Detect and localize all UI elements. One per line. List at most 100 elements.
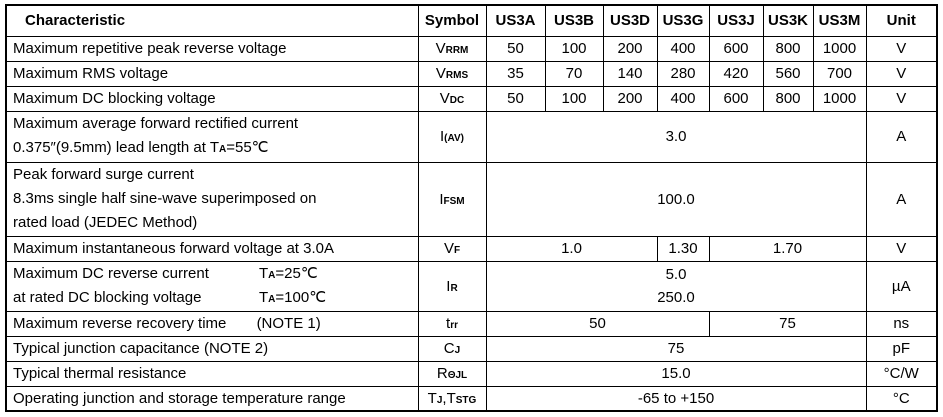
header-symbol: Symbol bbox=[417, 4, 487, 37]
row-vdc: Maximum DC blocking voltage VDC 50 100 2… bbox=[5, 85, 938, 112]
characteristic-cell: Maximum DC reverse current TA=25℃ at rat… bbox=[5, 260, 419, 312]
row-iav: Maximum average forward rectified curren… bbox=[5, 110, 938, 163]
value-cell: 1.30 bbox=[656, 235, 710, 262]
value-cell: 35 bbox=[485, 60, 546, 87]
unit-cell: V bbox=[865, 85, 938, 112]
value-line: 250.0 bbox=[657, 289, 695, 306]
value-cell: 15.0 bbox=[485, 360, 867, 387]
symbol-cell: CJ bbox=[417, 335, 487, 362]
value-cell: 1.70 bbox=[708, 235, 867, 262]
value-cell: 50 bbox=[485, 35, 546, 62]
symbol-cell: trr bbox=[417, 310, 487, 337]
value-cell: 560 bbox=[762, 60, 814, 87]
unit-cell: V bbox=[865, 60, 938, 87]
value-cell: 1000 bbox=[812, 35, 867, 62]
header-characteristic: Characteristic bbox=[5, 4, 419, 37]
symbol-cell: I(AV) bbox=[417, 110, 487, 163]
value-cell: 100.0 bbox=[485, 161, 867, 237]
characteristic-line: at rated DC blocking voltage TA=100℃ bbox=[13, 286, 417, 310]
characteristic-line: 0.375″(9.5mm) lead length at TA=55℃ bbox=[13, 138, 269, 156]
characteristic-cell: Maximum instantaneous forward voltage at… bbox=[5, 235, 419, 262]
unit-cell: °C/W bbox=[865, 360, 938, 387]
characteristic-text: Maximum reverse recovery time bbox=[13, 315, 227, 332]
header-unit: Unit bbox=[865, 4, 938, 37]
header-part-us3k: US3K bbox=[762, 4, 814, 37]
characteristic-cell: Peak forward surge current 8.3ms single … bbox=[5, 161, 419, 237]
row-vrms: Maximum RMS voltage VRMS 35 70 140 280 4… bbox=[5, 60, 938, 87]
value-cell: 420 bbox=[708, 60, 764, 87]
value-cell: 100 bbox=[544, 35, 604, 62]
characteristic-cell: Maximum repetitive peak reverse voltage bbox=[5, 35, 419, 62]
value-cell: 700 bbox=[812, 60, 867, 87]
header-part-us3a: US3A bbox=[485, 4, 546, 37]
row-tjtstg: Operating junction and storage temperatu… bbox=[5, 385, 938, 412]
value-cell: 800 bbox=[762, 35, 814, 62]
value-cell: 50 bbox=[485, 310, 710, 337]
symbol-cell: VRRM bbox=[417, 35, 487, 62]
unit-cell: V bbox=[865, 35, 938, 62]
header-row: Characteristic Symbol US3A US3B US3D US3… bbox=[5, 4, 938, 37]
characteristic-text: Maximum DC reverse current bbox=[13, 265, 209, 282]
symbol-cell: VDC bbox=[417, 85, 487, 112]
unit-cell: A bbox=[865, 161, 938, 237]
unit-cell: V bbox=[865, 235, 938, 262]
characteristic-cell: Operating junction and storage temperatu… bbox=[5, 385, 419, 412]
symbol-cell: IR bbox=[417, 260, 487, 312]
value-cell: 280 bbox=[656, 60, 710, 87]
value-cell: 800 bbox=[762, 85, 814, 112]
unit-cell: A bbox=[865, 110, 938, 163]
value-stack: 5.0 250.0 bbox=[487, 263, 865, 309]
header-part-us3b: US3B bbox=[544, 4, 604, 37]
header-part-us3m: US3M bbox=[812, 4, 867, 37]
row-rthjl: Typical thermal resistance RΘJL 15.0 °C/… bbox=[5, 360, 938, 387]
value-cell: 400 bbox=[656, 35, 710, 62]
value-cell: 5.0 250.0 bbox=[485, 260, 867, 312]
header-part-us3d: US3D bbox=[602, 4, 658, 37]
value-line: 5.0 bbox=[665, 266, 687, 283]
symbol-cell: TJ,TSTG bbox=[417, 385, 487, 412]
row-vf: Maximum instantaneous forward voltage at… bbox=[5, 235, 938, 262]
characteristic-cell: Maximum average forward rectified curren… bbox=[5, 110, 419, 163]
characteristic-cell: Maximum DC blocking voltage bbox=[5, 85, 419, 112]
characteristic-line: 8.3ms single half sine-wave superimposed… bbox=[13, 190, 317, 207]
row-ifsm: Peak forward surge current 8.3ms single … bbox=[5, 161, 938, 237]
value-cell: 200 bbox=[602, 35, 658, 62]
characteristic-cell: Typical junction capacitance (NOTE 2) bbox=[5, 335, 419, 362]
value-cell: 100 bbox=[544, 85, 604, 112]
characteristic-line: rated load (JEDEC Method) bbox=[13, 214, 198, 231]
row-trr: Maximum reverse recovery time (NOTE 1) t… bbox=[5, 310, 938, 337]
note-reference: (NOTE 1) bbox=[256, 315, 321, 332]
row-vrrm: Maximum repetitive peak reverse voltage … bbox=[5, 35, 938, 62]
header-part-us3j: US3J bbox=[708, 4, 764, 37]
unit-cell: pF bbox=[865, 335, 938, 362]
value-cell: 140 bbox=[602, 60, 658, 87]
symbol-cell: RΘJL bbox=[417, 360, 487, 387]
value-cell: -65 to +150 bbox=[485, 385, 867, 412]
row-ir: Maximum DC reverse current TA=25℃ at rat… bbox=[5, 260, 938, 312]
characteristic-cell: Maximum reverse recovery time (NOTE 1) bbox=[5, 310, 419, 337]
value-cell: 400 bbox=[656, 85, 710, 112]
value-cell: 1000 bbox=[812, 85, 867, 112]
characteristic-cell: Maximum RMS voltage bbox=[5, 60, 419, 87]
symbol-cell: VF bbox=[417, 235, 487, 262]
value-cell: 600 bbox=[708, 85, 764, 112]
value-cell: 50 bbox=[485, 85, 546, 112]
symbol-cell: VRMS bbox=[417, 60, 487, 87]
symbol-cell: IFSM bbox=[417, 161, 487, 237]
value-cell: 70 bbox=[544, 60, 604, 87]
condition-text: TA=100℃ bbox=[259, 289, 327, 306]
unit-cell: ns bbox=[865, 310, 938, 337]
value-cell: 200 bbox=[602, 85, 658, 112]
value-cell: 600 bbox=[708, 35, 764, 62]
unit-cell: µA bbox=[865, 260, 938, 312]
row-cj: Typical junction capacitance (NOTE 2) CJ… bbox=[5, 335, 938, 362]
characteristic-line: Maximum DC reverse current TA=25℃ bbox=[13, 262, 417, 286]
value-cell: 75 bbox=[708, 310, 867, 337]
characteristic-text: at rated DC blocking voltage bbox=[13, 289, 202, 306]
value-cell: 75 bbox=[485, 335, 867, 362]
characteristic-line: Maximum average forward rectified curren… bbox=[13, 114, 299, 132]
characteristic-cell: Typical thermal resistance bbox=[5, 360, 419, 387]
condition-text: TA=25℃ bbox=[259, 265, 318, 282]
characteristic-line: Peak forward surge current bbox=[13, 166, 194, 183]
